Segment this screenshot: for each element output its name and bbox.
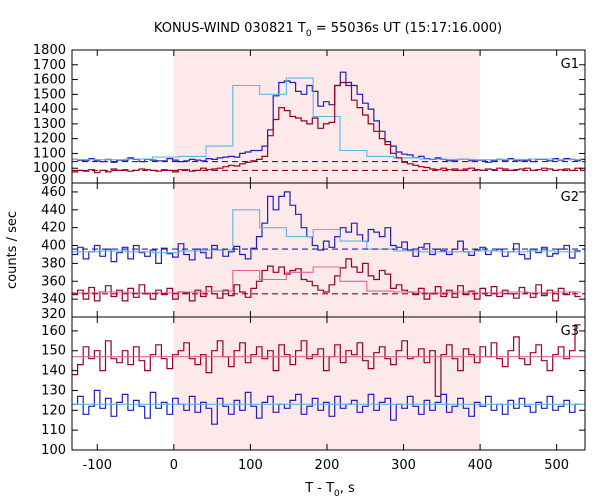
x-tick-label: 400 [468,458,493,473]
y-tick-label: 340 [41,292,66,307]
y-tick-label: 100 [41,443,66,458]
y-tick-label: 120 [41,403,66,418]
panel-frame-g3 [71,316,586,451]
x-tick-label: 500 [544,458,569,473]
series-g1-blue-step-1 [72,77,582,161]
series-g1-red-step-3 [72,81,585,174]
y-tick-label: 1800 [33,43,66,58]
y-axis-label: counts / sec [5,211,20,289]
y-tick-label: 440 [41,203,66,218]
x-tick-label: 200 [315,458,340,473]
panel-label-g1: G1 [561,57,579,72]
y-tick-label: 420 [41,221,66,236]
panel-g3-series [72,324,585,425]
y-tick-label: 400 [41,239,66,254]
series-layer [72,71,585,425]
chart-title: KONUS-WIND 030821 T0 = 55036s UT (15:17:… [154,21,502,39]
y-tick-label: 140 [41,364,66,379]
y-tick-label: 1500 [33,87,66,102]
y-tick-label: 110 [41,423,66,438]
y-tick-label: 150 [41,344,66,359]
y-tick-label: 1200 [33,132,66,147]
panel-g1-series [72,71,585,174]
series-g2-red-step-3 [72,258,581,302]
series-g3-blue-step-2 [72,389,581,425]
y-tick-label: 1000 [33,161,66,176]
series-g3-red-step-0 [72,324,581,397]
x-tick-label: -100 [83,458,113,473]
y-tick-label: 160 [41,324,66,339]
y-tick-label: 1300 [33,117,66,132]
x-tick-label: 300 [391,458,416,473]
x-axis-label: T - T0, s [304,481,355,499]
x-tick-label: 0 [170,458,178,473]
y-tick-label: 360 [41,274,66,289]
series-g2-red-step-4 [72,266,582,294]
y-tick-label: 1600 [33,73,66,88]
panel-g2-series [72,191,585,302]
y-tick-label: 900 [41,173,66,188]
y-tick-label: 380 [41,256,66,271]
axis-ticks: 9001000110012001300140015001600170018003… [33,43,585,473]
series-g2-blue-step-1 [72,209,582,254]
panel-label-g3: G3 [561,324,579,339]
x-tick-label: 100 [238,458,263,473]
panel-label-g2: G2 [561,190,579,205]
y-tick-label: 130 [41,383,66,398]
y-tick-label: 320 [41,307,66,322]
y-tick-label: 1700 [33,58,66,73]
plot-frames: G1 G2 G3 [71,49,586,451]
y-tick-label: 460 [41,185,66,200]
y-tick-label: 1100 [33,146,66,161]
y-tick-label: 1400 [33,102,66,117]
